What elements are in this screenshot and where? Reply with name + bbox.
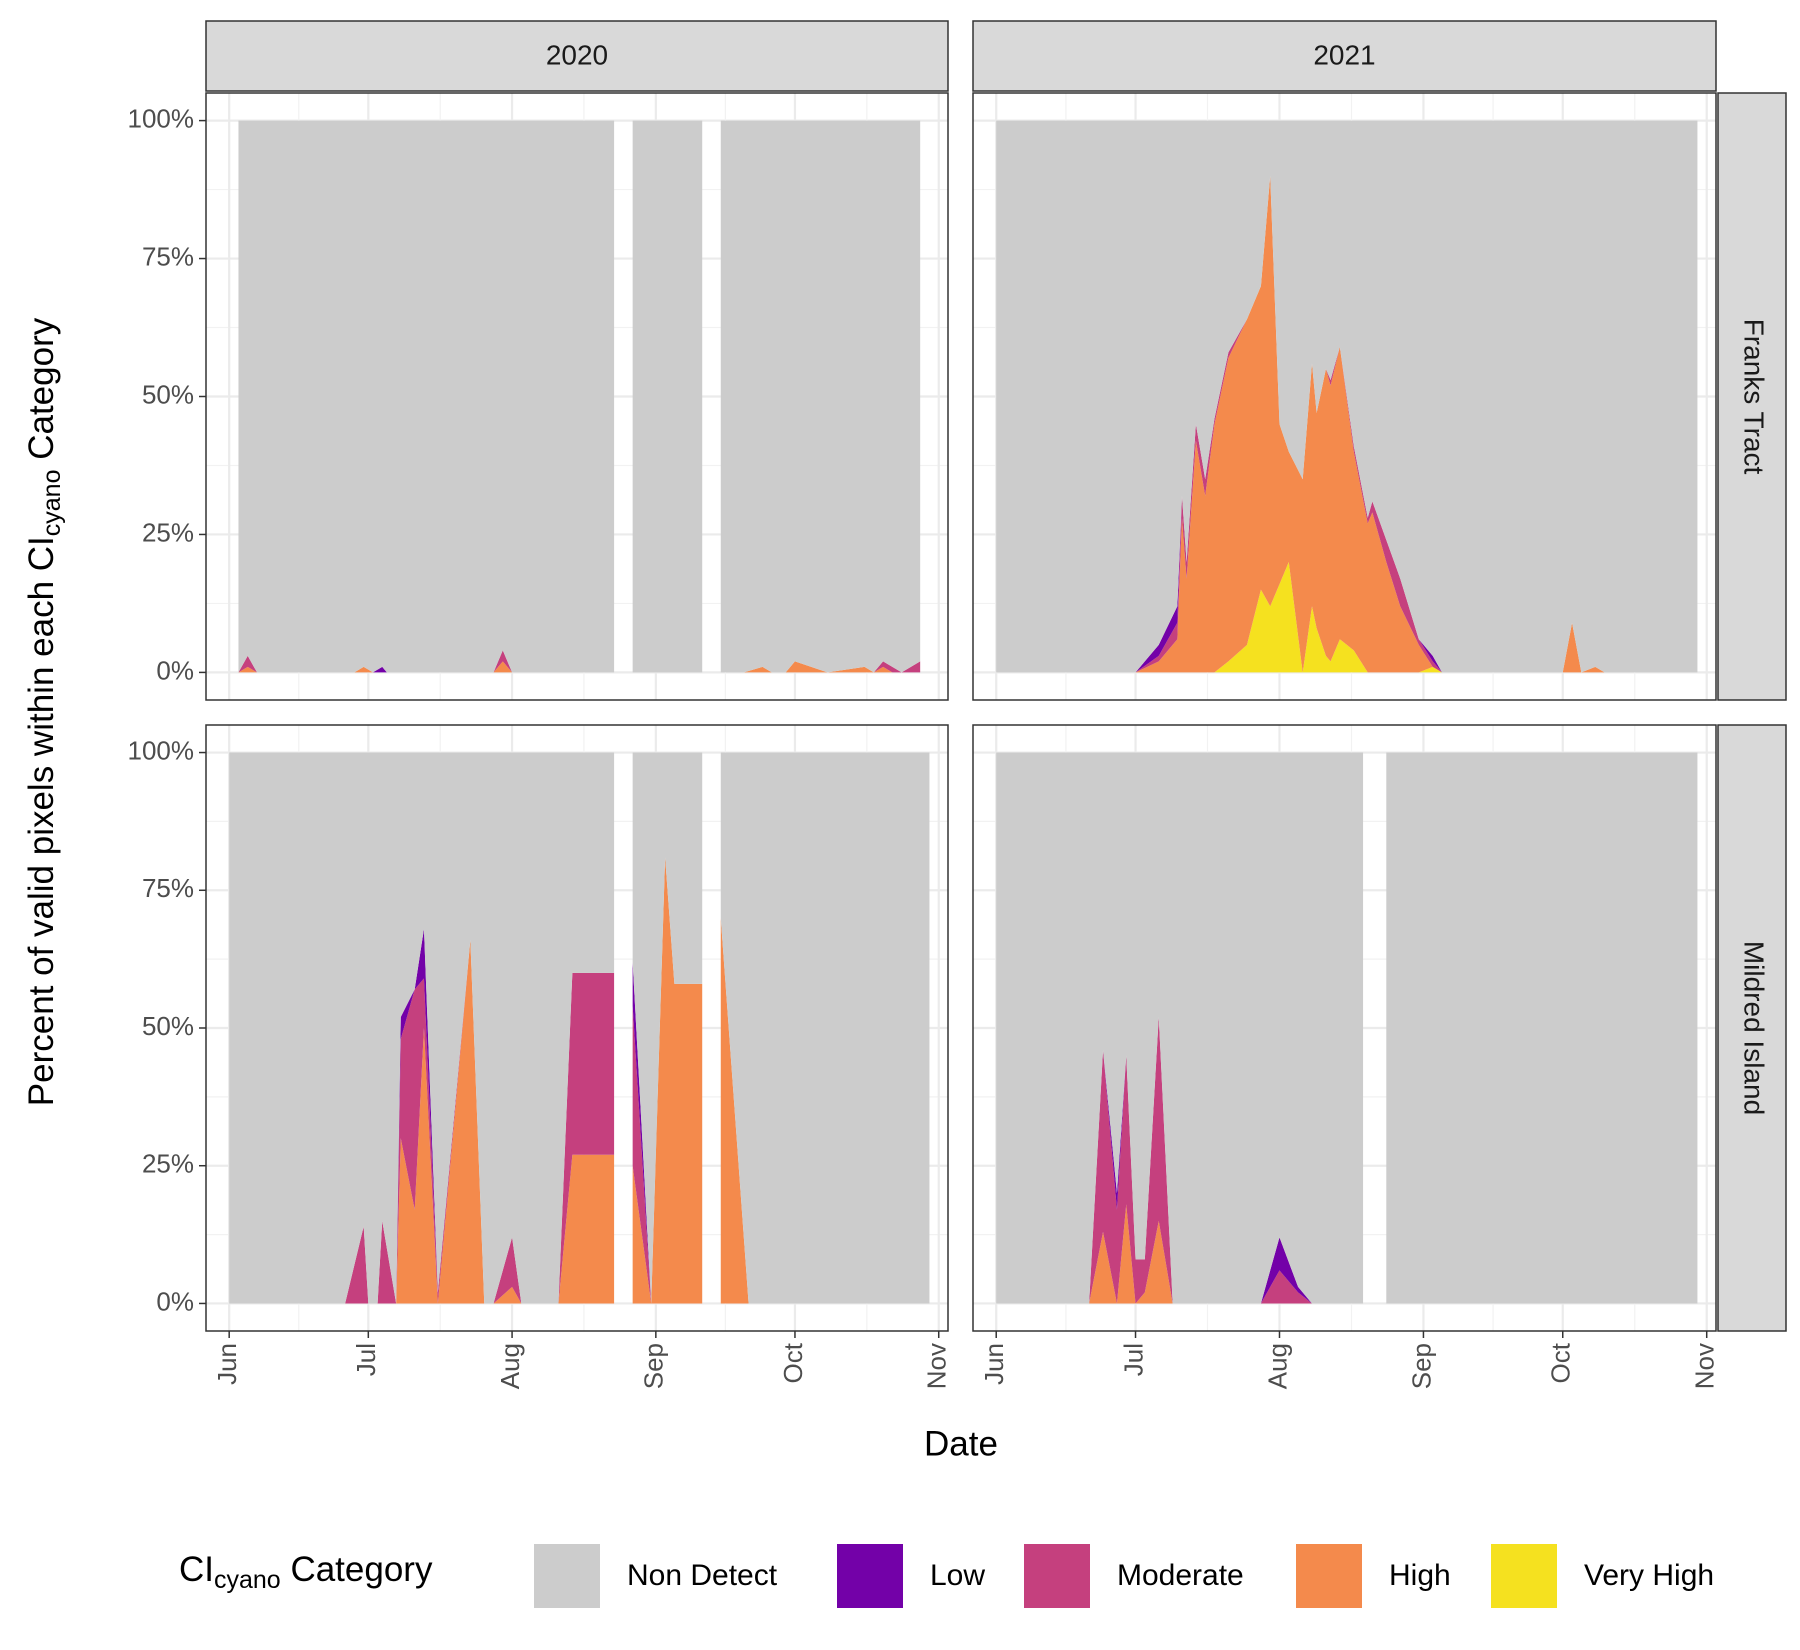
x-tick-label: Jun (979, 1343, 1009, 1385)
legend-key (1491, 1544, 1557, 1608)
strip-label: 2021 (1313, 39, 1375, 70)
legend-label: Moderate (1117, 1559, 1244, 1592)
x-tick-label: Sep (1406, 1343, 1436, 1389)
y-axis-title: Percent of valid pixels within each CIcy… (22, 317, 65, 1106)
area-0 (996, 752, 1698, 1304)
area-4 (996, 562, 1698, 673)
area-3 (229, 857, 930, 1304)
area-0 (238, 120, 921, 673)
x-tick-label: Nov (922, 1343, 952, 1389)
y-tick-label: 75% (142, 873, 194, 903)
area-0 (229, 752, 930, 1304)
legend-title: CIcyano Category (179, 1550, 433, 1593)
y-axis-title-sub: cyano (38, 470, 66, 537)
legend-key (534, 1544, 600, 1608)
strip-label: Mildred Island (1739, 941, 1770, 1115)
area-0 (996, 120, 1698, 673)
x-tick-label: Jul (351, 1343, 381, 1376)
area-3 (996, 175, 1698, 673)
panel (205, 92, 949, 701)
legend-label: Low (930, 1559, 985, 1592)
legend-label: Non Detect (627, 1559, 778, 1592)
legend-label: High (1389, 1559, 1451, 1592)
strip (205, 20, 949, 92)
panel-border (972, 724, 1717, 1332)
y-tick-label: 50% (142, 1011, 194, 1041)
legend-title-main: CI (179, 1550, 214, 1589)
y-axis-title-tail: Category (22, 317, 61, 469)
x-tick-label: Jun (212, 1343, 242, 1385)
strip (972, 20, 1717, 92)
y-tick-label: 75% (142, 241, 194, 271)
x-tick-label: Sep (639, 1343, 669, 1389)
panel (972, 92, 1717, 701)
panel-border (972, 92, 1717, 701)
panel (972, 724, 1717, 1332)
y-tick-label: 25% (142, 517, 194, 547)
area-2 (229, 857, 930, 1304)
y-tick-label: 0% (156, 1286, 194, 1316)
legend-key (837, 1544, 903, 1608)
x-tick-label: Oct (1546, 1342, 1576, 1383)
strip (1717, 92, 1787, 701)
legend-title-sub: cyano (214, 1566, 281, 1594)
y-tick-label: 25% (142, 1149, 194, 1179)
legend-key (1296, 1544, 1362, 1608)
legend-key (1024, 1544, 1090, 1608)
y-tick-label: 50% (142, 379, 194, 409)
legend-title-tail: Category (281, 1550, 433, 1589)
x-axis-title: Date (924, 1424, 998, 1463)
strip-label: 2020 (546, 39, 608, 70)
strip-label: Franks Tract (1739, 319, 1770, 475)
x-tick-label: Jul (1118, 1343, 1148, 1376)
y-tick-label: 0% (156, 655, 194, 685)
y-tick-label: 100% (128, 103, 195, 133)
x-tick-label: Nov (1690, 1343, 1720, 1389)
x-tick-label: Aug (1262, 1343, 1292, 1389)
legend-label: Very High (1584, 1559, 1714, 1592)
y-tick-label: 100% (128, 735, 195, 765)
y-axis-title-main: Percent of valid pixels within each CI (22, 536, 61, 1106)
strip (1717, 724, 1787, 1332)
x-tick-label: Aug (495, 1343, 525, 1389)
x-tick-label: Oct (778, 1342, 808, 1383)
area-3 (238, 661, 921, 673)
panel (205, 724, 949, 1332)
